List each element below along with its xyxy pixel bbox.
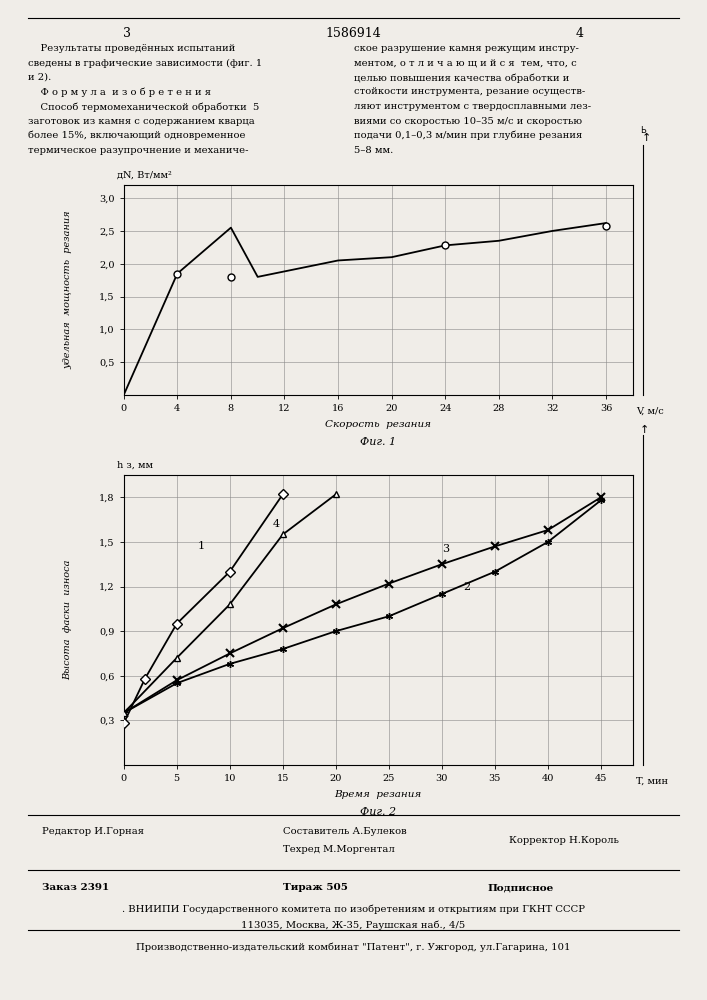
Text: Составитель А.Булеков: Составитель А.Булеков: [283, 827, 407, 836]
Text: ментом, о т л и ч а ю щ и й с я  тем, что, с: ментом, о т л и ч а ю щ и й с я тем, что…: [354, 58, 576, 68]
Text: Результаты проведённых испытаний: Результаты проведённых испытаний: [28, 44, 235, 53]
Text: Время  резания: Время резания: [334, 790, 422, 799]
Text: термическое разупрочнение и механиче-: термическое разупрочнение и механиче-: [28, 146, 249, 155]
Text: и 2).: и 2).: [28, 73, 52, 82]
Text: Тираж 505: Тираж 505: [283, 883, 348, 892]
Text: Редактор И.Горная: Редактор И.Горная: [42, 827, 144, 836]
Text: Способ термомеханической обработки  5: Способ термомеханической обработки 5: [28, 102, 259, 112]
Text: V, м/с: V, м/с: [636, 407, 664, 416]
Text: удельная  мощность  резания: удельная мощность резания: [63, 211, 72, 369]
Text: подачи 0,1–0,3 м/мин при глубине резания: подачи 0,1–0,3 м/мин при глубине резания: [354, 131, 582, 140]
Text: стойкости инструмента, резание осуществ-: стойкости инструмента, резание осуществ-: [354, 88, 585, 97]
Text: Ф о р м у л а  и з о б р е т е н и я: Ф о р м у л а и з о б р е т е н и я: [28, 88, 211, 97]
Text: Ь: Ь: [640, 126, 645, 135]
Text: заготовок из камня с содержанием кварца: заготовок из камня с содержанием кварца: [28, 116, 255, 125]
Text: 1: 1: [198, 541, 205, 551]
Text: 2: 2: [463, 582, 470, 592]
Text: 4: 4: [575, 27, 584, 40]
Text: 5–8 мм.: 5–8 мм.: [354, 146, 393, 155]
Text: виями со скоростью 10–35 м/с и скоростью: виями со скоростью 10–35 м/с и скоростью: [354, 116, 582, 125]
Text: ляют инструментом с твердосплавными лез-: ляют инструментом с твердосплавными лез-: [354, 102, 590, 111]
Text: целью повышения качества обработки и: целью повышения качества обработки и: [354, 73, 569, 83]
Text: ↑: ↑: [641, 133, 650, 143]
Text: 1586914: 1586914: [326, 27, 381, 40]
Text: сведены в графические зависимости (фиг. 1: сведены в графические зависимости (фиг. …: [28, 58, 262, 68]
Text: 3: 3: [442, 544, 449, 554]
Text: . ВНИИПИ Государственного комитета по изобретениям и открытиям при ГКНТ СССР: . ВНИИПИ Государственного комитета по из…: [122, 905, 585, 914]
Text: Фиг. 2: Фиг. 2: [360, 807, 397, 817]
Text: Фиг. 1: Фиг. 1: [360, 437, 397, 447]
Text: Подписное: Подписное: [488, 883, 554, 892]
Text: 3: 3: [123, 27, 132, 40]
Text: дN, Вт/мм²: дN, Вт/мм²: [117, 171, 171, 180]
Text: Заказ 2391: Заказ 2391: [42, 883, 110, 892]
Text: Производственно-издательский комбинат "Патент", г. Ужгород, ул.Гагарина, 101: Производственно-издательский комбинат "П…: [136, 942, 571, 952]
Text: Скорость  резания: Скорость резания: [325, 420, 431, 429]
Text: 113035, Москва, Ж-35, Раушская наб., 4/5: 113035, Москва, Ж-35, Раушская наб., 4/5: [241, 921, 466, 930]
Text: Высота  фаски  износа: Высота фаски износа: [63, 560, 72, 680]
Text: T, мин: T, мин: [636, 777, 668, 786]
Text: 4: 4: [272, 519, 279, 529]
Text: ↑: ↑: [640, 425, 649, 435]
Text: ское разрушение камня режущим инстру-: ское разрушение камня режущим инстру-: [354, 44, 578, 53]
Text: Техред М.Моргентал: Техред М.Моргентал: [283, 845, 395, 854]
Text: h з, мм: h з, мм: [117, 461, 153, 470]
Text: более 15%, включающий одновременное: более 15%, включающий одновременное: [28, 131, 246, 140]
Text: Корректор Н.Король: Корректор Н.Король: [509, 836, 619, 845]
